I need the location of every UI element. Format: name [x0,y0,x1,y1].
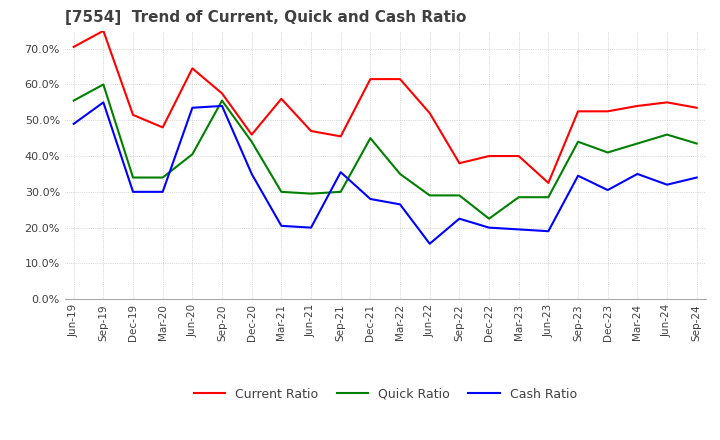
Quick Ratio [188,152,197,157]
Current Ratio [544,180,553,186]
Current Ratio [603,109,612,114]
Cash Ratio [307,225,315,230]
Quick Ratio [544,194,553,200]
Quick Ratio [662,132,671,137]
Quick Ratio [633,141,642,146]
Quick Ratio [307,191,315,196]
Current Ratio [307,128,315,134]
Line: Cash Ratio: Cash Ratio [73,103,697,244]
Quick Ratio [99,82,108,87]
Current Ratio [217,91,226,96]
Current Ratio [336,134,345,139]
Cash Ratio [396,202,405,207]
Cash Ratio [69,121,78,126]
Quick Ratio [485,216,493,221]
Current Ratio [129,112,138,117]
Line: Quick Ratio: Quick Ratio [73,84,697,219]
Current Ratio [188,66,197,71]
Current Ratio [396,77,405,82]
Quick Ratio [69,98,78,103]
Current Ratio [574,109,582,114]
Quick Ratio [426,193,434,198]
Cash Ratio [574,173,582,178]
Line: Current Ratio: Current Ratio [73,31,697,183]
Quick Ratio [514,194,523,200]
Cash Ratio [158,189,167,194]
Quick Ratio [277,189,286,194]
Current Ratio [662,100,671,105]
Quick Ratio [336,189,345,194]
Cash Ratio [366,196,374,202]
Legend: Current Ratio, Quick Ratio, Cash Ratio: Current Ratio, Quick Ratio, Cash Ratio [189,383,582,406]
Cash Ratio [277,223,286,228]
Cash Ratio [455,216,464,221]
Cash Ratio [248,171,256,176]
Quick Ratio [693,141,701,146]
Cash Ratio [336,169,345,175]
Current Ratio [426,110,434,116]
Quick Ratio [158,175,167,180]
Cash Ratio [693,175,701,180]
Cash Ratio [544,228,553,234]
Quick Ratio [129,175,138,180]
Current Ratio [693,105,701,110]
Quick Ratio [603,150,612,155]
Current Ratio [514,154,523,159]
Cash Ratio [485,225,493,230]
Current Ratio [99,28,108,33]
Text: [7554]  Trend of Current, Quick and Cash Ratio: [7554] Trend of Current, Quick and Cash … [65,11,466,26]
Cash Ratio [129,189,138,194]
Cash Ratio [217,103,226,109]
Current Ratio [455,161,464,166]
Current Ratio [485,154,493,159]
Quick Ratio [396,171,405,176]
Quick Ratio [455,193,464,198]
Current Ratio [277,96,286,102]
Cash Ratio [426,241,434,246]
Current Ratio [248,132,256,137]
Quick Ratio [248,139,256,144]
Current Ratio [158,125,167,130]
Quick Ratio [217,98,226,103]
Cash Ratio [662,182,671,187]
Current Ratio [69,44,78,50]
Current Ratio [366,77,374,82]
Cash Ratio [188,105,197,110]
Quick Ratio [574,139,582,144]
Current Ratio [633,103,642,109]
Cash Ratio [514,227,523,232]
Cash Ratio [603,187,612,193]
Quick Ratio [366,136,374,141]
Cash Ratio [99,100,108,105]
Cash Ratio [633,171,642,176]
